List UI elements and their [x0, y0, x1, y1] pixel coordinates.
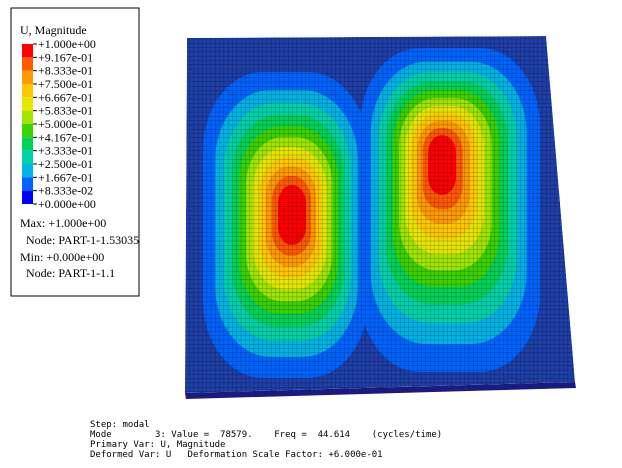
legend-swatch — [22, 124, 33, 137]
legend-title: U, Magnitude — [20, 23, 87, 37]
legend-swatch — [22, 97, 33, 110]
info-line: Primary Var: U, Magnitude — [90, 440, 225, 450]
legend-swatch — [22, 177, 33, 190]
legend-swatch — [22, 111, 33, 124]
legend-swatch — [22, 164, 33, 177]
legend-label: +6.667e-01 — [38, 90, 93, 104]
mesh — [180, 30, 580, 400]
legend-label: +5.833e-01 — [38, 104, 93, 118]
info-line: Mode 3: Value = 78579. Freq = 44.614 (cy… — [90, 430, 442, 440]
legend-swatch — [22, 137, 33, 150]
legend-label: +8.333e-01 — [38, 64, 93, 78]
legend-label: +5.000e-01 — [38, 117, 93, 131]
plate — [180, 30, 580, 400]
max-value: Max: +1.000e+00 — [20, 216, 106, 230]
legend-label: +8.333e-02 — [38, 184, 93, 198]
legend-swatch — [22, 57, 33, 70]
legend-swatch — [22, 191, 33, 204]
legend-label: +4.167e-01 — [38, 130, 93, 144]
legend-label: +2.500e-01 — [38, 157, 93, 171]
legend-swatch — [22, 84, 33, 97]
viewport: U, Magnitude +1.000e+00+9.167e-01+8.333e… — [0, 0, 622, 468]
min-value: Min: +0.000e+00 — [20, 250, 104, 264]
legend-label: +0.000e+00 — [38, 197, 96, 211]
legend-label: +7.500e-01 — [38, 77, 93, 91]
max-node: Node: PART-1-1.53035 — [26, 233, 139, 247]
legend-label: +9.167e-01 — [38, 50, 93, 64]
legend-label: +3.333e-01 — [38, 144, 93, 158]
min-node: Node: PART-1-1.1 — [26, 266, 115, 280]
info-line: Step: modal — [90, 420, 150, 430]
legend-swatch — [22, 71, 33, 84]
legend-swatch — [22, 151, 33, 164]
info-line: Deformed Var: U Deformation Scale Factor… — [90, 450, 383, 460]
legend-label: +1.667e-01 — [38, 170, 93, 184]
legend-label: +1.000e+00 — [38, 37, 96, 51]
legend-swatch — [22, 44, 33, 57]
